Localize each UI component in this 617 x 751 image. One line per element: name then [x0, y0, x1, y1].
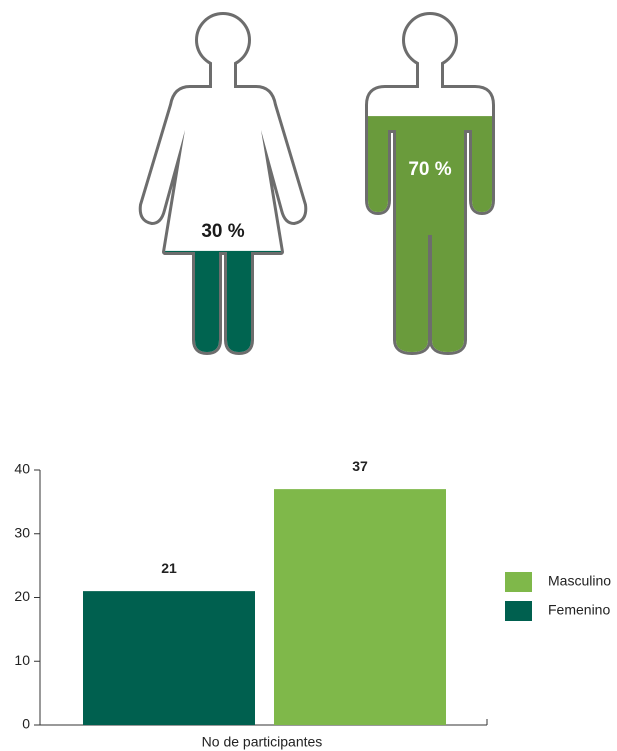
- bar: [274, 489, 446, 725]
- head: [198, 15, 248, 65]
- value-label: 37: [352, 458, 368, 474]
- x-axis-label: No de participantes: [202, 734, 323, 750]
- fill-level: [141, 250, 305, 352]
- legend-swatch: [505, 601, 532, 621]
- legend-swatch: [505, 572, 532, 592]
- y-tick-label: 30: [14, 524, 30, 540]
- y-tick-label: 20: [14, 588, 30, 604]
- value-label: 30 %: [201, 221, 244, 242]
- y-tick-label: 10: [14, 652, 30, 668]
- y-tick-label: 40: [14, 461, 30, 477]
- value-label: 21: [161, 560, 177, 576]
- legend-label: Femenino: [548, 602, 610, 618]
- y-tick-label: 0: [22, 716, 30, 732]
- legend-label: Masculino: [548, 573, 611, 589]
- value-label: 70 %: [408, 159, 451, 180]
- body: [141, 62, 305, 352]
- head: [405, 15, 455, 65]
- bar: [83, 591, 255, 725]
